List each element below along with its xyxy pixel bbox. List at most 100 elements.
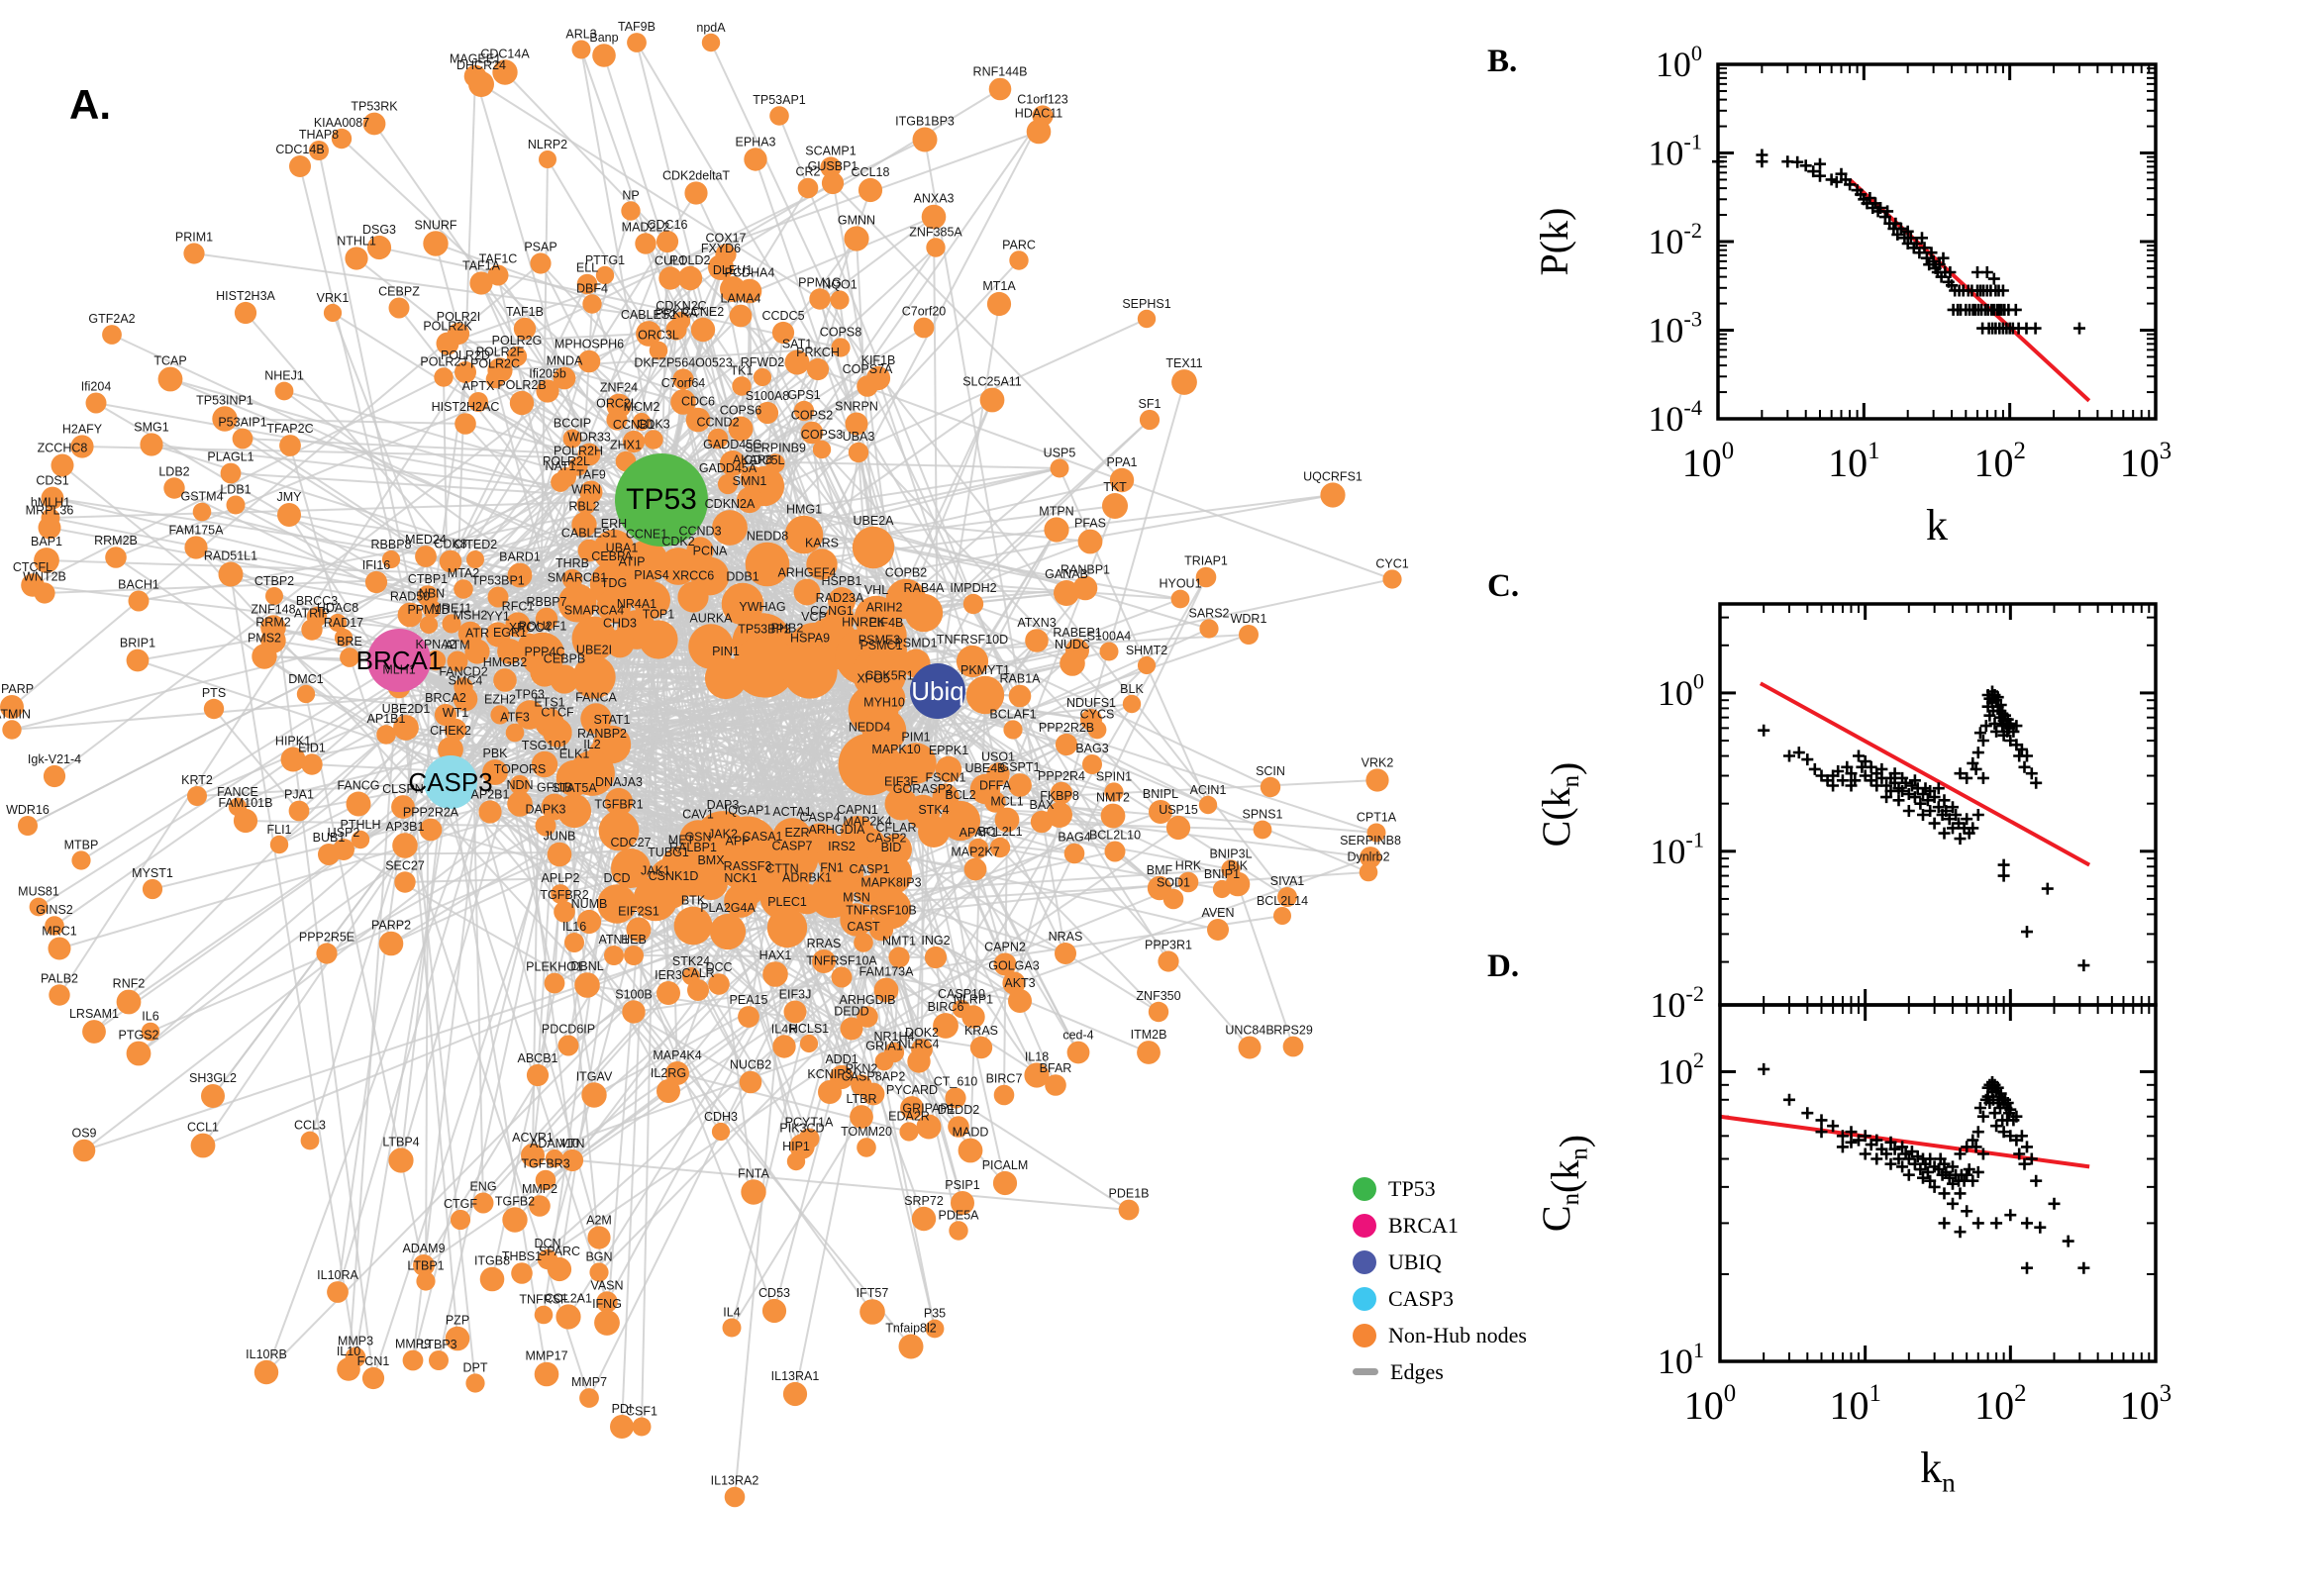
data-point [1783, 1093, 1795, 1106]
data-point [1758, 724, 1770, 737]
network-node [543, 718, 572, 748]
network-edge [1059, 467, 1209, 806]
network-node [595, 265, 615, 285]
network-node [469, 271, 493, 295]
network-edge [727, 931, 913, 1109]
network-node [1137, 655, 1157, 675]
network-edge [516, 355, 684, 403]
network-node [423, 231, 449, 256]
network-node [492, 59, 518, 85]
network-node [157, 366, 183, 392]
network-node [1026, 119, 1052, 145]
network-node [439, 549, 462, 573]
network-edge [309, 660, 458, 1142]
network-edge [137, 608, 433, 661]
network-edge [378, 247, 842, 349]
network-node [858, 177, 883, 203]
network-node [644, 430, 663, 449]
plot-frame-B [1716, 62, 2158, 421]
data-point [1814, 157, 1826, 170]
network-node [212, 406, 238, 432]
data-point [1815, 1114, 1828, 1127]
network-node [468, 392, 488, 412]
network-node [737, 278, 762, 304]
network-node [509, 774, 531, 796]
network-node [1165, 815, 1191, 841]
data-point [2021, 1141, 2033, 1153]
network-node [482, 759, 508, 785]
network-edge [720, 266, 936, 1330]
network-node [393, 715, 419, 741]
network-node [140, 433, 163, 456]
network-edge [337, 645, 531, 1293]
network-node [580, 703, 612, 735]
network-node [556, 793, 592, 829]
network-edge [80, 499, 662, 861]
network-edge [937, 303, 1000, 692]
network-node [328, 613, 348, 633]
network-node [506, 346, 528, 367]
network-node [507, 791, 533, 817]
network-edge [660, 499, 925, 614]
network-edge [273, 595, 374, 1379]
axis-ticks-D [1718, 1005, 2158, 1363]
network-node [388, 297, 410, 319]
network-node [571, 616, 617, 661]
network-edge [337, 371, 466, 1293]
data-point [1987, 272, 2000, 285]
network-node [391, 795, 415, 819]
network-node [756, 401, 779, 425]
legend-item-label: BRCA1 [1388, 1212, 1459, 1238]
network-node [728, 416, 754, 442]
data-point [1954, 1187, 1967, 1200]
network-node [279, 435, 301, 456]
network-node [771, 321, 795, 345]
network-node [576, 273, 598, 295]
data-point [2077, 1261, 2090, 1274]
network-node [569, 750, 615, 796]
network-node [633, 413, 651, 431]
data-point [2030, 1174, 2043, 1187]
network-node [604, 787, 634, 817]
network-node [845, 412, 868, 436]
network-node [717, 473, 739, 495]
network-node [1077, 529, 1103, 554]
network-edge [53, 266, 722, 777]
network-node [1099, 642, 1119, 661]
network-edge [51, 497, 633, 588]
legend-item-label: Edges [1390, 1358, 1444, 1384]
legend-color-swatch [1353, 1213, 1376, 1238]
network-node [1239, 625, 1259, 645]
network-node [1009, 250, 1029, 270]
network-node [226, 495, 246, 515]
data-point [2009, 303, 2022, 316]
network-node [487, 586, 509, 608]
tick-label: 100 [1684, 1380, 1736, 1428]
network-node [490, 705, 510, 725]
network-node [334, 628, 354, 648]
network-edge [937, 690, 1251, 1048]
network-node [812, 440, 832, 459]
network-edge [425, 624, 430, 1282]
network-node [670, 389, 696, 415]
network-node [497, 639, 523, 664]
legend-color-swatch [1353, 1286, 1376, 1311]
network-node [274, 381, 294, 401]
network-node [553, 366, 576, 390]
network-node [2, 720, 22, 740]
network-node [848, 442, 869, 463]
legend-item-brca1: BRCA1 [1353, 1207, 1527, 1244]
network-node [366, 235, 392, 260]
network-node [38, 516, 61, 540]
network-edge [423, 1011, 796, 1266]
panel-b-label: B. [1487, 44, 1518, 79]
network-node [1008, 684, 1032, 708]
axis-label: k [1926, 501, 1948, 549]
network-edge [606, 690, 939, 1303]
network-edge [355, 257, 662, 501]
network-node [220, 462, 242, 484]
legend-item-casp3: CASP3 [1353, 1280, 1527, 1317]
network-edge [400, 714, 531, 1161]
network-edge [588, 549, 701, 923]
